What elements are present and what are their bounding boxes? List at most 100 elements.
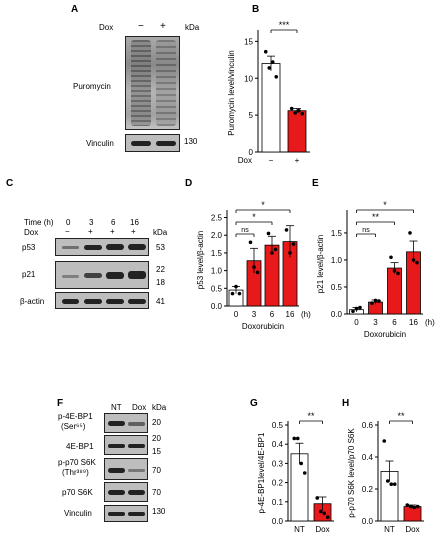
blot-f-4ebp1 [104, 435, 148, 455]
data-point [389, 482, 394, 486]
data-point [270, 60, 275, 64]
significance-label: ** [307, 411, 315, 421]
blot-c-label-beta-actin: β-actin [20, 297, 45, 306]
blot-c-mw-53: 53 [156, 243, 165, 252]
blot-f-mw-20b: 20 [152, 434, 161, 443]
blot-f-mw-130: 130 [152, 507, 166, 516]
panel-label-g: G [250, 398, 258, 409]
data-point [408, 504, 413, 509]
x-tick-label: 0 [234, 310, 239, 319]
y-tick-label: 0.2 [272, 479, 284, 488]
data-point [358, 305, 362, 310]
x-tick-label: Dox [315, 525, 329, 534]
blot-f-kda: kDa [152, 403, 167, 412]
panel-label-h: H [342, 398, 350, 409]
data-point [273, 247, 278, 252]
y-tick-label: 0.5 [272, 421, 284, 430]
x-tick-label: 3 [252, 310, 257, 319]
y-tick-label: 1.5 [331, 229, 343, 238]
blot-a-kda: kDa [185, 23, 200, 32]
blot-c-mw-22: 22 [156, 265, 165, 274]
blot-c-time-6: 6 [111, 218, 116, 227]
blot-c-mw-41: 41 [156, 297, 165, 306]
data-point [322, 511, 327, 516]
y-tick-label: 10 [244, 74, 253, 83]
x-tick-label: − [269, 156, 274, 165]
y-tick-label: 1.0 [331, 256, 343, 265]
significance-label: *** [279, 20, 290, 30]
blot-c-dox-6: + [110, 227, 115, 236]
data-point [318, 509, 323, 514]
bar-2 [387, 267, 402, 315]
blot-c-time-16: 16 [130, 218, 139, 227]
y-tick-label: 0.6 [362, 421, 374, 430]
blot-c-mw-18: 18 [156, 278, 165, 287]
data-point [377, 299, 381, 303]
data-point [291, 242, 296, 246]
blot-f-pp70s6k [104, 458, 148, 480]
x-tick-label: Dox [405, 525, 419, 534]
blot-c-dox-label: Dox [24, 228, 39, 237]
blot-f-label-p4ebp1-site: (Ser⁶⁵) [61, 422, 86, 431]
data-point [300, 111, 305, 116]
panel-label-f: F [57, 398, 64, 409]
data-point [274, 74, 279, 79]
significance-label: * [252, 212, 256, 222]
data-point [237, 291, 242, 296]
blot-f-label-vinculin: Vinculin [64, 509, 92, 518]
x-tick-label: 6 [270, 310, 275, 319]
panel-label-e: E [312, 178, 319, 189]
blot-f-dox: Dox [132, 403, 147, 412]
blot-a-vinculin [125, 134, 180, 152]
data-point [396, 271, 400, 276]
data-point [270, 251, 274, 255]
y-tick-label: 2.0 [211, 231, 223, 240]
y-axis-label: p53 level/β-actin [196, 231, 205, 289]
significance-label: ns [241, 227, 249, 234]
data-point [234, 284, 238, 289]
blot-a-plus: + [160, 21, 166, 32]
data-point [373, 298, 378, 303]
y-tick-label: 0 [249, 148, 254, 157]
data-point [267, 66, 272, 70]
blot-f-mw-20a: 20 [152, 418, 161, 427]
significance-label: ** [397, 411, 405, 421]
blot-f-label-pp70s6k-site: (Thr³⁸⁹) [62, 468, 89, 477]
data-point [255, 270, 260, 275]
data-point [230, 291, 235, 296]
y-tick-label: 2.5 [211, 214, 223, 223]
y-axis-label: p-p70 S6K level/p70 S6K [347, 428, 356, 518]
y-tick-label: 0.3 [272, 459, 284, 468]
data-point [405, 503, 410, 507]
y-tick-label: 0.4 [362, 453, 374, 462]
data-point [288, 251, 292, 255]
y-tick-label: 0.0 [211, 302, 223, 311]
data-point [382, 439, 387, 443]
data-point [385, 479, 390, 483]
x-tick-label: 3 [373, 318, 378, 327]
blot-f-p70s6k [104, 482, 148, 502]
chart-g: 0.0 0.1 0.2 0.3 0.4 0.5 p-4E-BP1level/4E-BP1 NT… [257, 411, 334, 534]
data-point [392, 482, 397, 486]
y-tick-label: 5 [249, 111, 254, 120]
y-axis-label: Puromycin level/vinculin [227, 50, 236, 135]
y-tick-label: 0.5 [331, 283, 343, 292]
blot-c-time-label: Time (h) [24, 218, 54, 227]
data-point [315, 496, 320, 500]
y-tick-label: 0.0 [272, 517, 284, 526]
panel-label-a: A [71, 4, 79, 15]
significance-label: * [261, 200, 265, 210]
x-tick-label: 6 [392, 318, 397, 327]
blot-c-dox-3: + [88, 227, 93, 236]
x-tick-label: 16 [286, 310, 295, 319]
blot-a-puromycin [125, 36, 180, 130]
blot-f-label-pp70s6k: p-p70 S6K [58, 458, 96, 467]
blot-c-p21 [55, 261, 149, 289]
blot-c-time-3: 3 [89, 218, 94, 227]
x-axis-unit: (h) [301, 310, 311, 319]
data-point [248, 240, 253, 245]
blot-a-minus: − [138, 21, 144, 32]
blot-f-mw-70b: 70 [152, 488, 161, 497]
chart-d: 0.0 0.5 1.0 1.5 2.0 2.5 p53 level/β-actin 0 3 6 16… [196, 200, 311, 331]
y-tick-label: 1.0 [211, 267, 223, 276]
